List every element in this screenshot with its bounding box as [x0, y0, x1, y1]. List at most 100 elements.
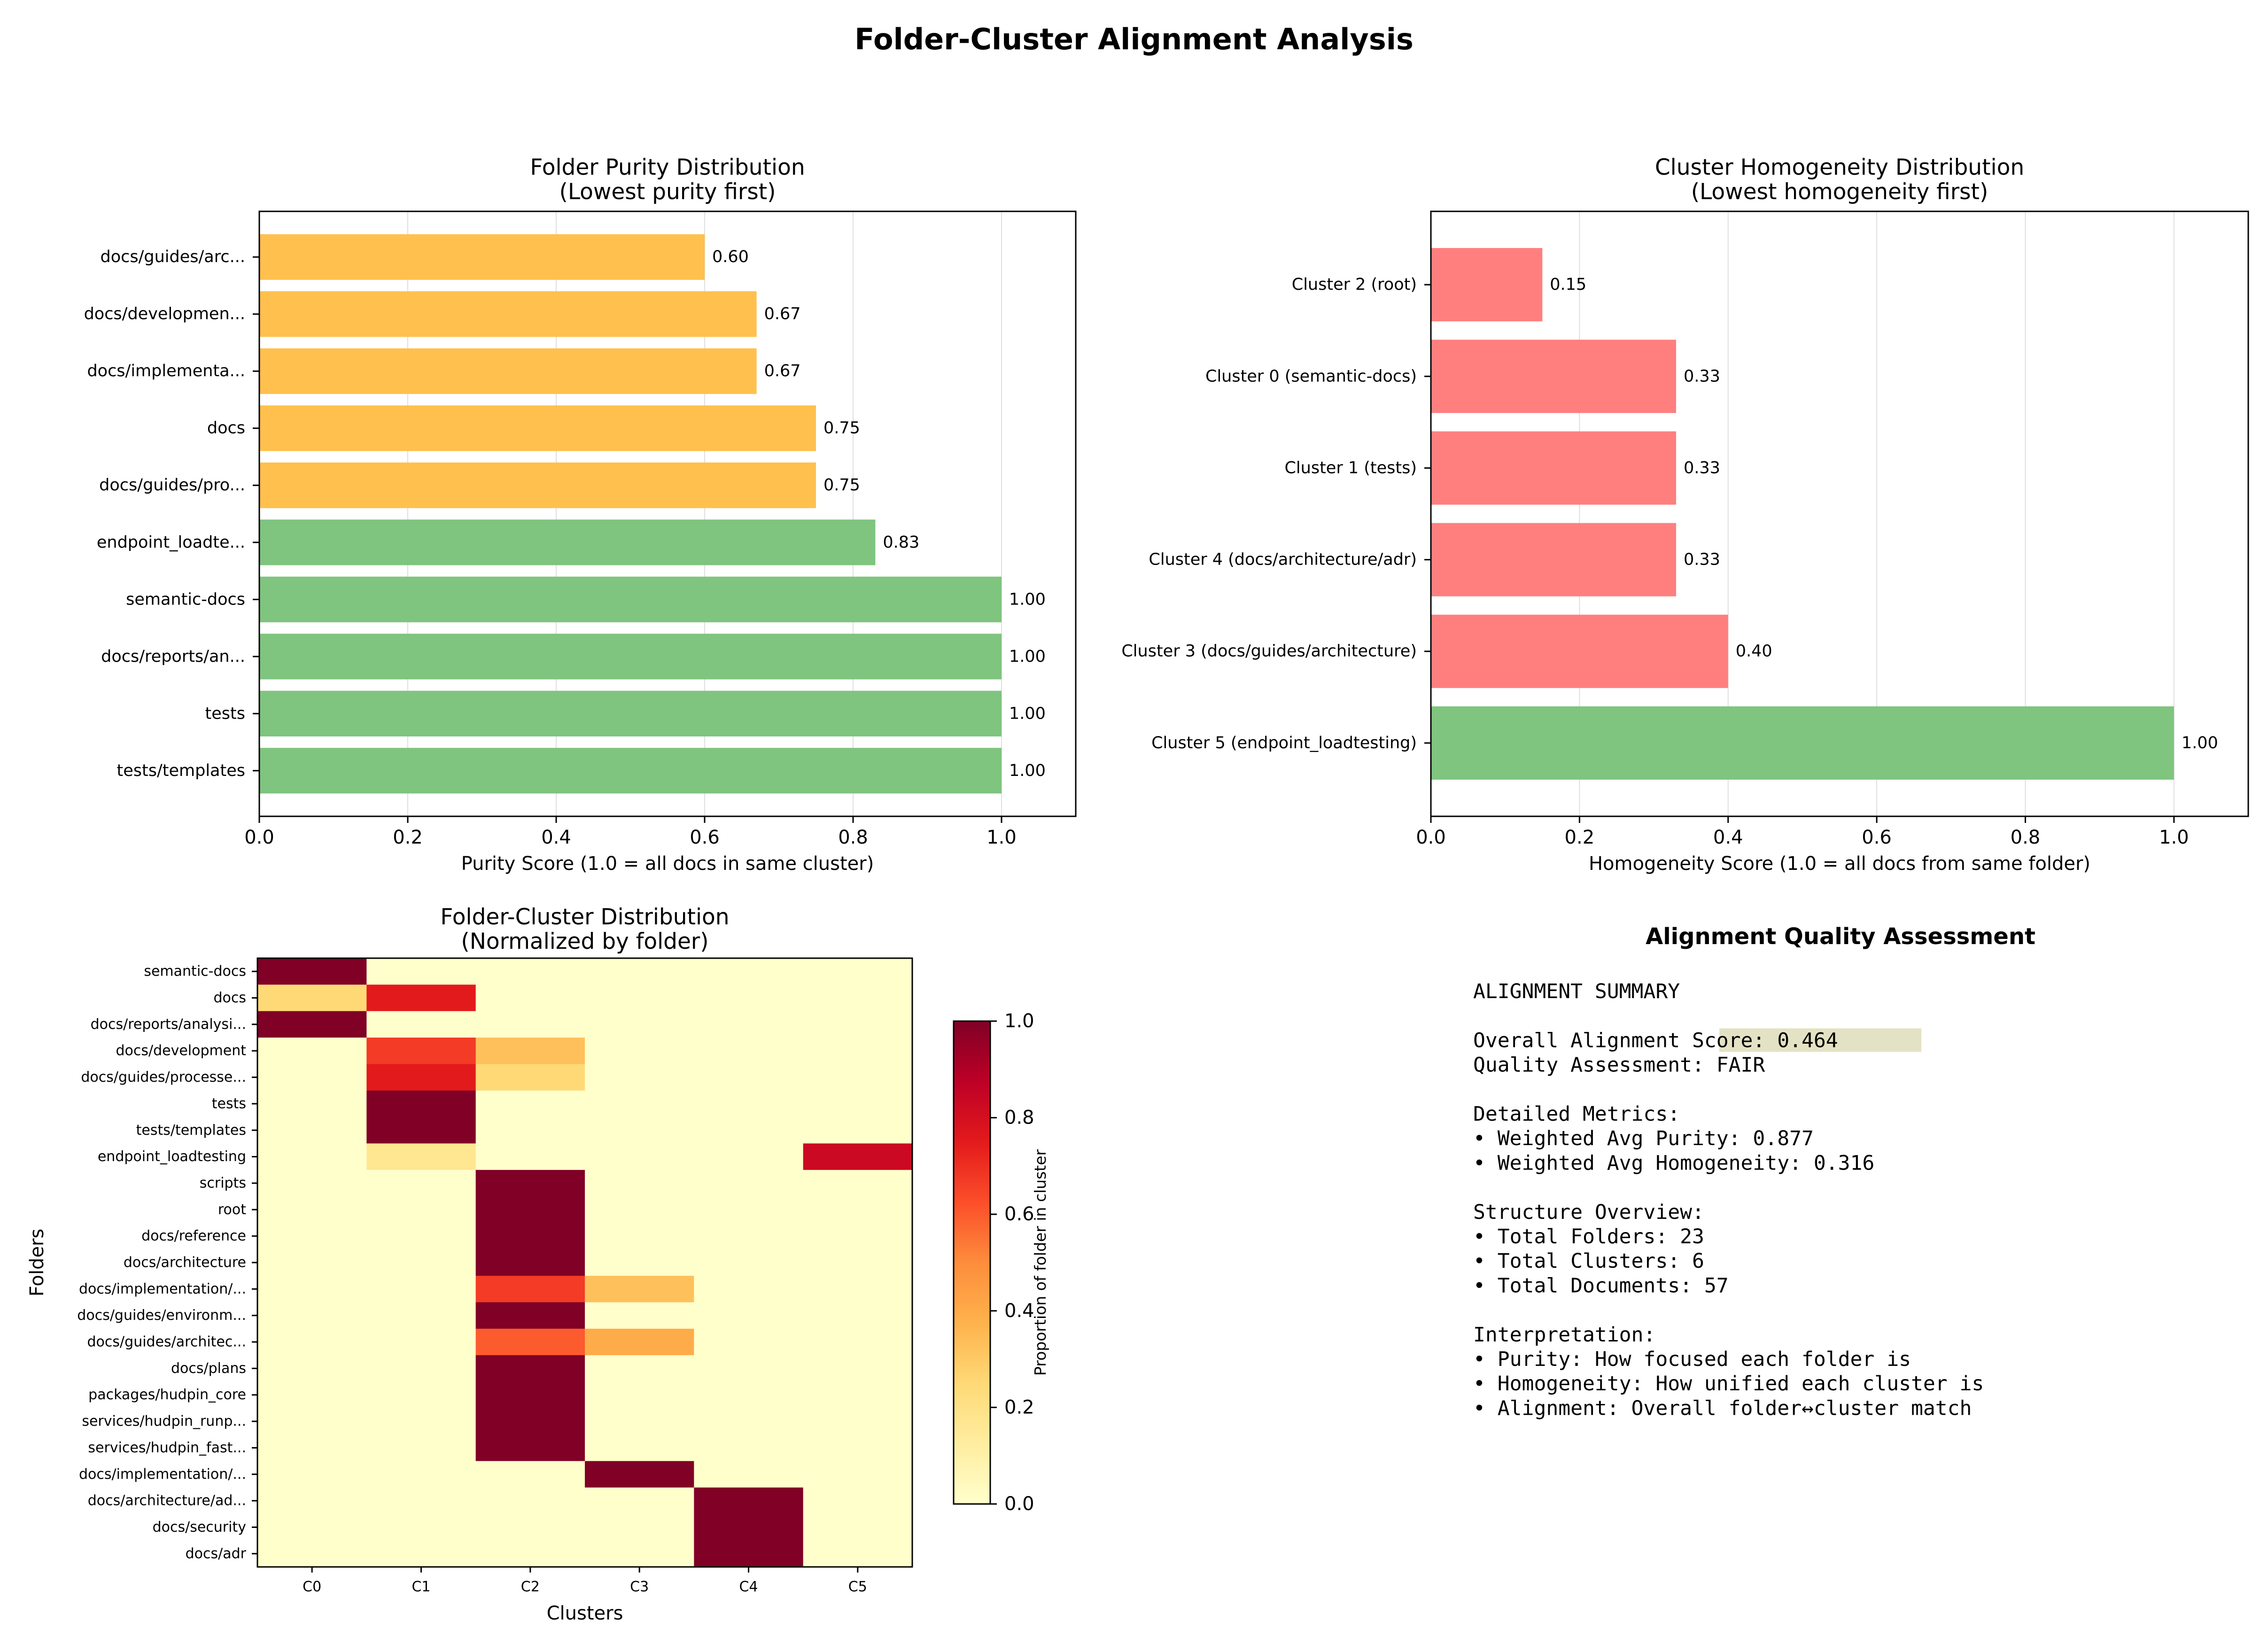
heatmap-cell — [585, 1381, 694, 1409]
heatmap-cell — [475, 1355, 585, 1382]
assessment-line: Detailed Metrics: — [1473, 1102, 1680, 1126]
heatmap-cell — [475, 1514, 585, 1541]
heatmap-cell — [803, 1064, 913, 1091]
heatmap-cell — [694, 1143, 804, 1170]
value-label: 0.67 — [764, 362, 801, 380]
bar — [259, 234, 705, 280]
row-label: docs/reference — [141, 1228, 246, 1244]
heatmap-cell — [803, 1249, 913, 1276]
x-axis-label: Homogeneity Score (1.0 = all docs from s… — [1589, 853, 2090, 875]
column-label: C2 — [521, 1579, 540, 1595]
colorbar-tick-label: 0.8 — [1004, 1107, 1034, 1129]
heatmap-cell — [585, 1328, 694, 1356]
y-axis-label: Folders — [26, 1229, 48, 1296]
heatmap-cell — [475, 1170, 585, 1197]
assessment-line: Overall Alignment Score: 0.464 — [1473, 1029, 1838, 1052]
heatmap-cell — [803, 1090, 913, 1117]
category-label: tests/templates — [117, 761, 245, 780]
heatmap-chart: semantic-docs docs docs/reports/analysi...… — [26, 904, 1049, 1624]
category-label: docs/reports/an... — [101, 647, 245, 666]
bar — [1431, 431, 1676, 505]
value-label: 1.00 — [2182, 734, 2218, 752]
heatmap-cell — [803, 1540, 913, 1567]
heatmap-cell — [694, 1540, 804, 1567]
heatmap-cell — [257, 1381, 367, 1409]
heatmap-cell — [257, 1249, 367, 1276]
heatmap-cell — [694, 1170, 804, 1197]
heatmap-cell — [257, 1540, 367, 1567]
category-label: Cluster 1 (tests) — [1284, 458, 1417, 477]
x-tick-label: 0.0 — [1416, 827, 1446, 848]
heatmap-cell — [257, 1011, 367, 1038]
row-label: docs/guides/architec... — [87, 1334, 246, 1350]
heatmap-cell — [475, 1011, 585, 1038]
heatmap-cell — [475, 1540, 585, 1567]
x-tick-label: 1.0 — [2159, 827, 2189, 848]
heatmap-cell — [585, 1540, 694, 1567]
heatmap-cell — [585, 1011, 694, 1038]
heatmap-cell — [475, 1064, 585, 1091]
heatmap-cell — [366, 1461, 476, 1488]
heatmap-cell — [585, 1514, 694, 1541]
row-label: packages/hudpin_core — [88, 1387, 246, 1403]
heatmap-cell — [475, 1461, 585, 1488]
heatmap-cell — [803, 1196, 913, 1224]
bar — [259, 690, 1002, 736]
heatmap-cell — [803, 984, 913, 1012]
heatmap-cell — [694, 1117, 804, 1144]
x-tick-label: 0.6 — [1862, 827, 1892, 848]
heatmap-cell — [257, 1302, 367, 1329]
plot-frame — [1430, 210, 2249, 817]
heatmap-cell — [366, 1540, 476, 1567]
heatmap-cell — [366, 1223, 476, 1250]
heatmap-cell — [585, 1143, 694, 1170]
assessment-line: • Total Clusters: 6 — [1473, 1249, 1704, 1273]
x-tick-label: 0.2 — [1565, 827, 1595, 848]
heatmap-cell — [803, 1170, 913, 1197]
assessment-line: • Total Folders: 23 — [1473, 1225, 1704, 1248]
heatmap-cell — [803, 1461, 913, 1488]
heatmap-cell — [803, 1328, 913, 1356]
x-tick-label: 0.8 — [838, 827, 868, 848]
bar — [259, 576, 1002, 622]
heatmap-cell — [366, 1196, 476, 1224]
heatmap-cell — [475, 1302, 585, 1329]
score-highlight — [1719, 1028, 1921, 1052]
row-label: docs/security — [153, 1519, 246, 1535]
heatmap-cell — [257, 1038, 367, 1064]
x-tick-label: 1.0 — [986, 827, 1017, 848]
row-label: docs/adr — [186, 1545, 247, 1562]
heatmap-cell — [257, 1328, 367, 1356]
heatmap-cell — [366, 1117, 476, 1144]
row-label: docs/implementation/... — [79, 1281, 246, 1297]
heatmap-cell — [475, 1223, 585, 1250]
heatmap-cell — [585, 1196, 694, 1224]
bar — [259, 291, 757, 337]
bar — [259, 405, 816, 451]
chart-title: (Lowest homogeneity first) — [1691, 179, 1988, 205]
heatmap-cell — [694, 958, 804, 985]
heatmap-cell — [366, 1143, 476, 1170]
value-label: 1.00 — [1009, 590, 1046, 609]
heatmap-cell — [585, 1223, 694, 1250]
heatmap-cell — [366, 1090, 476, 1117]
heatmap-cell — [585, 1064, 694, 1091]
bar — [259, 634, 1002, 680]
heatmap-cell — [257, 1276, 367, 1303]
category-label: endpoint_loadte... — [97, 533, 245, 552]
row-label: scripts — [200, 1175, 246, 1191]
heatmap-cell — [585, 1408, 694, 1435]
heatmap-cell — [366, 1302, 476, 1329]
heatmap-cell — [366, 1355, 476, 1382]
x-tick-label: 0.8 — [2011, 827, 2041, 848]
assessment-title: Alignment Quality Assessment — [1646, 923, 2035, 950]
category-label: docs/developmen... — [84, 305, 245, 324]
heatmap-cell — [257, 1355, 367, 1382]
assessment-line: Quality Assessment: FAIR — [1473, 1054, 1765, 1077]
heatmap-cell — [694, 1461, 804, 1488]
heatmap-cell — [257, 1143, 367, 1170]
heatmap-cell — [475, 958, 585, 985]
heatmap-cell — [585, 1487, 694, 1514]
value-label: 0.15 — [1550, 275, 1586, 294]
heatmap-cell — [257, 1117, 367, 1144]
